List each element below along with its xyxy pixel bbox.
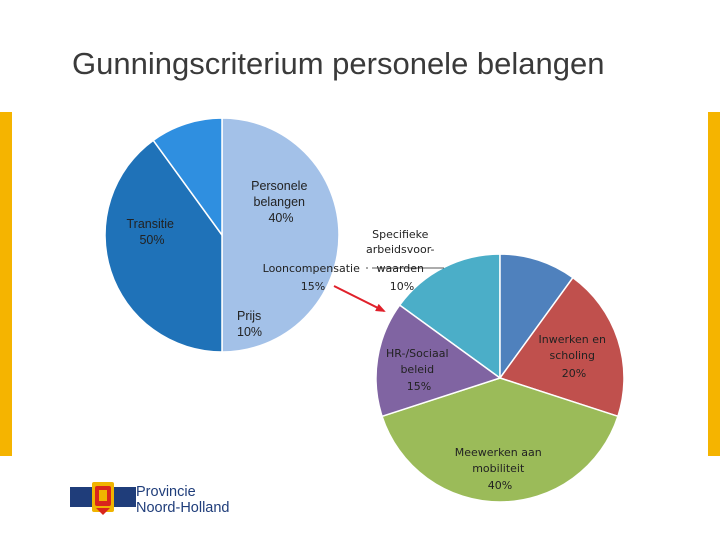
label-looncompensatie: Looncompensatie 15% — [263, 262, 364, 293]
pie-slice-prijs — [152, 117, 223, 238]
label-meewerken-aan-mobiliteit: Meewerken aan mobiliteit 40% — [455, 446, 545, 492]
label-personele-pct: 40% — [268, 211, 293, 225]
label-specifieke-line3: waarden — [376, 262, 424, 275]
label-prijs-name: Prijs — [237, 309, 261, 323]
logo-text-provincie: Provincie — [136, 484, 196, 500]
pie-slice-specifieke-arbeidsvoorwaarden — [499, 253, 574, 381]
label-specifieke-arbeidsvoorwaarden: Specifieke arbeidsvoor- waarden 10% — [366, 228, 438, 293]
label-meewerken-line1: Meewerken aan — [455, 446, 542, 459]
pie-slice-transitie — [221, 117, 340, 353]
label-hr-sociaal-beleid: HR-/Sociaal beleid 15% — [386, 347, 452, 393]
pie-slice-personele-belangen — [104, 139, 223, 353]
label-specifieke-line2: arbeidsvoor- — [366, 243, 435, 256]
label-personele-line2: belangen — [254, 195, 305, 209]
pie-slice-hr-sociaal-beleid — [375, 304, 502, 418]
label-prijs-pct: 10% — [237, 325, 262, 339]
page-title: Gunningscriterium personele belangen — [72, 46, 605, 81]
pie-slice-looncompensatie — [398, 253, 501, 380]
label-transitie: Transitie 50% — [127, 217, 178, 247]
pie-slice-inwerken-en-scholing — [498, 276, 625, 418]
label-specifieke-line1: Specifieke — [372, 228, 429, 241]
pie-slice-meewerken-aan-mobiliteit — [381, 377, 619, 503]
label-transitie-pct: 50% — [139, 233, 164, 247]
label-inwerken-pct: 20% — [562, 367, 586, 380]
pie-chart-overall — [104, 117, 340, 353]
label-specifieke-pct: 10% — [390, 280, 414, 293]
provincie-noord-holland-crest-icon — [70, 482, 136, 515]
label-personele-line1: Personele — [251, 179, 307, 193]
label-personele-belangen: Personele belangen 40% — [251, 179, 311, 225]
arrow-icon — [333, 285, 386, 312]
logo-text-noord-holland: Noord-Holland — [136, 500, 230, 516]
label-inwerken-line2: scholing — [549, 349, 595, 362]
label-meewerken-pct: 40% — [488, 479, 512, 492]
label-transitie-name: Transitie — [127, 217, 175, 231]
label-inwerken-en-scholing: Inwerken en scholing 20% — [539, 333, 610, 380]
label-meewerken-line2: mobiliteit — [472, 462, 525, 475]
side-accent-bar-right — [708, 112, 720, 456]
label-prijs: Prijs 10% — [237, 309, 265, 339]
label-inwerken-line1: Inwerken en — [539, 333, 606, 346]
pie-chart-personele-belangen — [375, 253, 625, 503]
label-looncompensatie-name: Looncompensatie — [263, 262, 360, 275]
label-hr-line1: HR-/Sociaal — [386, 347, 449, 360]
side-accent-bar-left — [0, 112, 12, 456]
label-hr-line2: beleid — [400, 363, 434, 376]
label-hr-pct: 15% — [407, 380, 431, 393]
label-looncompensatie-pct: 15% — [301, 280, 325, 293]
